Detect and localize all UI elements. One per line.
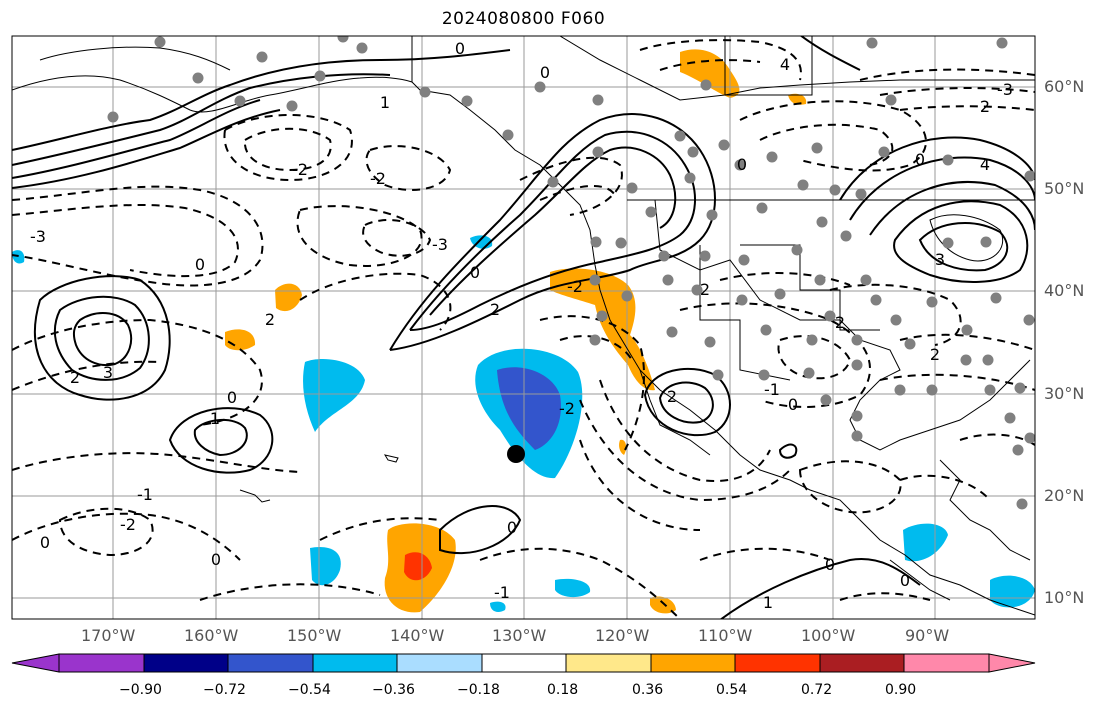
contour-label: 0 bbox=[900, 571, 910, 590]
contour-label: 0 bbox=[507, 518, 517, 537]
contour-label: 3 bbox=[935, 250, 945, 269]
lon-label: 160°W bbox=[184, 626, 239, 645]
lon-label: 150°W bbox=[287, 626, 342, 645]
contour-label: -1 bbox=[137, 485, 153, 504]
contour-label: 0 bbox=[211, 550, 221, 569]
lat-label: 60°N bbox=[1044, 77, 1085, 96]
lat-label: 10°N bbox=[1044, 588, 1085, 607]
coastlines bbox=[12, 36, 1035, 616]
colorbar bbox=[11, 653, 1036, 673]
lat-label: 30°N bbox=[1044, 384, 1085, 403]
contour-label: -2 bbox=[292, 160, 308, 179]
contour-label: 1 bbox=[380, 93, 390, 112]
contour-label: -1 bbox=[494, 583, 510, 602]
contour-label: -3 bbox=[432, 235, 448, 254]
contours-dashed bbox=[12, 39, 1035, 619]
lon-label: 130°W bbox=[492, 626, 547, 645]
contour-label: 1 bbox=[763, 593, 773, 612]
plot-frame bbox=[11, 35, 1036, 620]
station-markers bbox=[107, 36, 1035, 510]
contour-label: 4 bbox=[780, 55, 790, 74]
contours-solid bbox=[12, 36, 1035, 619]
contour-label: -2 bbox=[120, 515, 136, 534]
contour-label: 2 bbox=[490, 300, 500, 319]
colorbar-tick-label: 0.72 bbox=[801, 682, 833, 698]
contour-label: 2 bbox=[265, 310, 275, 329]
lon-label: 110°W bbox=[698, 626, 753, 645]
lon-label: 170°W bbox=[81, 626, 136, 645]
contour-labels: -2 -2 -3 3 2 0 1 0 -3 -1 -2 0 0 2 0 0 -1… bbox=[30, 39, 1013, 612]
contour-label: 0 bbox=[470, 263, 480, 282]
contour-label: -3 bbox=[30, 227, 46, 246]
contour-label: 0 bbox=[195, 255, 205, 274]
lat-label: 50°N bbox=[1044, 179, 1085, 198]
lon-label: 140°W bbox=[390, 626, 445, 645]
contour-label: 2 bbox=[835, 313, 845, 332]
colorbar-tick-label: 0.90 bbox=[885, 682, 917, 698]
map-title: 2024080800 F060 bbox=[441, 9, 606, 29]
lon-label: 120°W bbox=[595, 626, 650, 645]
graticule bbox=[12, 36, 1035, 619]
contour-label: 0 bbox=[40, 533, 50, 552]
contour-label: 0 bbox=[915, 150, 925, 169]
contour-label: -2 bbox=[370, 169, 386, 188]
colorbar-tick-label: 0.36 bbox=[632, 682, 664, 698]
colorbar-tick-label: 0.18 bbox=[547, 682, 579, 698]
contour-label: 0 bbox=[825, 555, 835, 574]
contour-label: 0 bbox=[540, 63, 550, 82]
contour-label: 0 bbox=[455, 39, 465, 58]
contour-label: 2 bbox=[70, 368, 80, 387]
contour-label: 2 bbox=[930, 345, 940, 364]
lon-label: 100°W bbox=[801, 626, 856, 645]
contour-label: 1 bbox=[210, 409, 220, 428]
contour-label: -3 bbox=[997, 80, 1013, 99]
lon-label: 90°W bbox=[905, 626, 950, 645]
colorbar-tick-label: −0.54 bbox=[288, 682, 331, 698]
colorbar-tick-label: −0.72 bbox=[203, 682, 246, 698]
contour-label: -2 bbox=[567, 277, 583, 296]
contour-label: -2 bbox=[559, 399, 575, 418]
contour-label: 0 bbox=[788, 395, 798, 414]
contour-label: 2 bbox=[980, 97, 990, 116]
contour-label: -1 bbox=[764, 380, 780, 399]
contour-label: 2 bbox=[700, 280, 710, 299]
contour-label: 3 bbox=[103, 363, 113, 382]
contour-label: 2 bbox=[667, 387, 677, 406]
colorbar-tick-label: −0.18 bbox=[457, 682, 500, 698]
lat-label: 20°N bbox=[1044, 486, 1085, 505]
colorbar-tick-label: 0.54 bbox=[716, 682, 748, 698]
lat-label: 40°N bbox=[1044, 281, 1085, 300]
contour-label: 0 bbox=[227, 388, 237, 407]
colorbar-tick-label: −0.36 bbox=[372, 682, 415, 698]
storm-center-marker bbox=[507, 445, 525, 463]
colorbar-tick-label: −0.90 bbox=[119, 682, 162, 698]
contour-label: 0 bbox=[737, 155, 747, 174]
contour-label: 4 bbox=[980, 155, 990, 174]
